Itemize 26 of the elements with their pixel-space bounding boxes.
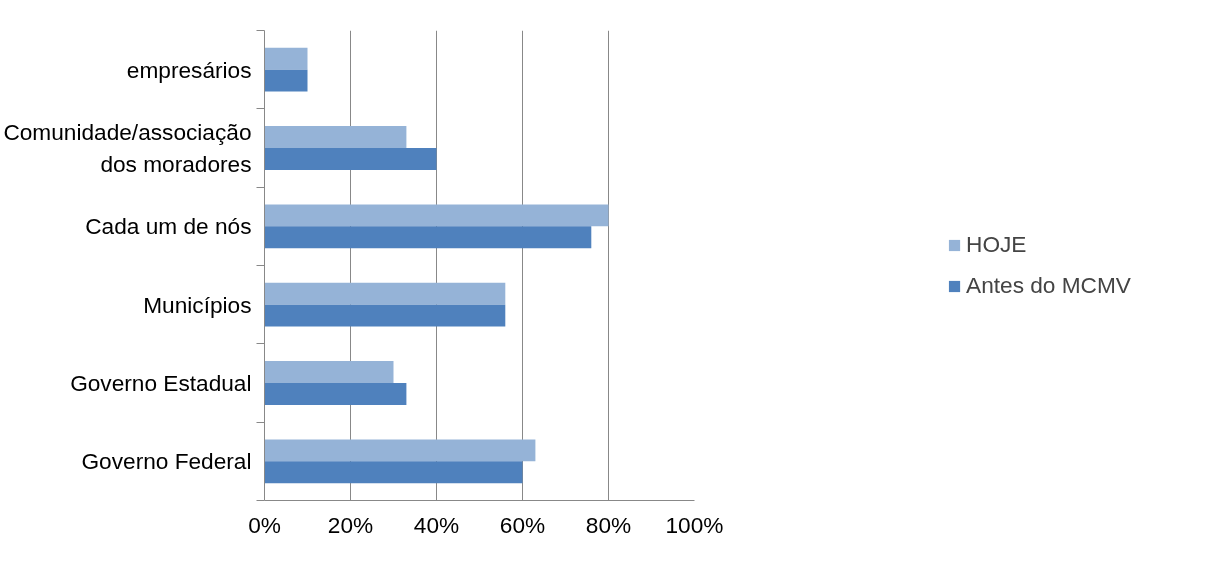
bar — [264, 282, 506, 305]
y-tick-label: Governo Federal — [81, 448, 252, 475]
y-tick-label: Cada um de nós — [85, 213, 252, 240]
bar — [264, 69, 308, 92]
x-tick-label: 20% — [327, 511, 374, 538]
bar — [264, 383, 407, 405]
bar — [264, 439, 536, 462]
bar — [264, 226, 592, 249]
bar — [264, 461, 523, 484]
x-tick-label: 80% — [585, 511, 632, 538]
y-tick-label: Comunidade/associação dos moradores — [3, 119, 252, 177]
bar — [264, 47, 308, 70]
x-tick-label: 60% — [499, 511, 546, 538]
y-tick-label: Governo Estadual — [70, 370, 252, 396]
bar — [264, 304, 506, 327]
x-tick-label: 100% — [665, 511, 724, 538]
x-tick-label: 40% — [413, 511, 460, 538]
y-tick-label: Municípios — [143, 291, 252, 318]
x-tick-label: 0% — [248, 511, 281, 538]
legend-label: HOJE — [966, 231, 1027, 258]
legend-label: Antes do MCMV — [966, 272, 1131, 299]
bar — [264, 126, 407, 148]
y-tick-label: empresários — [126, 56, 252, 83]
bar — [264, 204, 609, 227]
bar — [264, 361, 394, 383]
bar — [264, 148, 437, 170]
